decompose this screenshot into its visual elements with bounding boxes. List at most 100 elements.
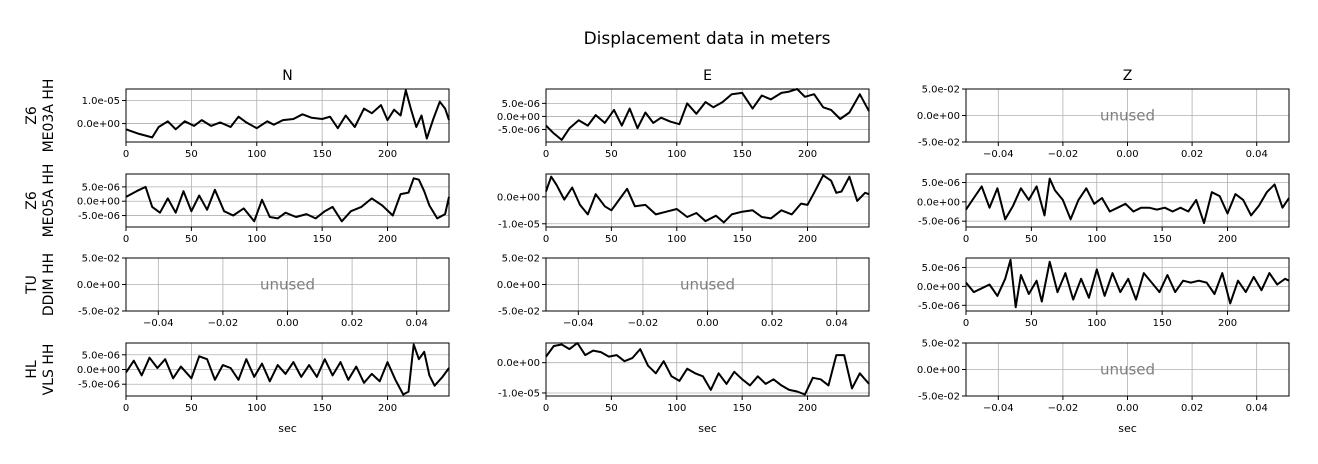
x-tick-label: 0.02 <box>1181 403 1203 414</box>
series-line-r1c2 <box>965 177 1290 225</box>
x-tick-label: −0.02 <box>628 318 659 329</box>
unused-label: unused <box>680 276 735 294</box>
x-tick-label: 0 <box>543 234 549 245</box>
y-tick-label: -1.0e-05 <box>498 388 540 399</box>
x-tick-label: 50 <box>605 403 618 414</box>
x-tick-label: 100 <box>667 403 686 414</box>
x-tick-label: 100 <box>667 234 686 245</box>
axes-frame <box>545 88 870 143</box>
row-label-2-line-0: TU <box>24 275 40 295</box>
x-tick-label: 200 <box>1218 318 1237 329</box>
y-tick-label: 0.0e+00 <box>497 358 540 369</box>
panel-r2c0: unused −0.04 −0.02 0.00 0.02 0.04 5.0e-02 0.0e+… <box>77 254 450 329</box>
x-tick-label: 0 <box>963 318 969 329</box>
y-tick-label: 5.0e-06 <box>502 99 540 110</box>
x-tick-label: 50 <box>605 149 618 160</box>
x-axis-label: sec <box>1118 422 1137 435</box>
y-tick-label: -5.0e-02 <box>918 392 960 403</box>
x-tick-label: −0.02 <box>1048 403 1079 414</box>
x-tick-label: 200 <box>798 234 817 245</box>
unused-label: unused <box>1100 107 1155 125</box>
column-title-e: E <box>703 68 712 84</box>
y-tick-label: 5.0e-02 <box>922 85 960 96</box>
x-tick-label: 100 <box>247 403 266 414</box>
x-tick-label: 150 <box>1153 234 1172 245</box>
row-label-1-line-1: ME05A HH <box>41 164 57 238</box>
column-title-n: N <box>282 68 292 84</box>
y-tick-label: 5.0e-06 <box>82 182 120 193</box>
y-tick-label: 0.0e+00 <box>497 192 540 203</box>
series-line-r1c0 <box>125 177 450 223</box>
y-tick-label: -5.0e-02 <box>498 307 540 318</box>
x-tick-label: 150 <box>313 403 332 414</box>
axes-frame <box>965 173 1290 228</box>
row-label-1-line-0: Z6 <box>24 191 40 210</box>
x-tick-label: −0.02 <box>208 318 239 329</box>
panel-r1c0: 0 50 100 150 200 5.0e-06 0.0e+00 -5.0e-06 <box>77 173 450 245</box>
x-tick-label: 50 <box>605 234 618 245</box>
panel-r2c1: unused −0.04 −0.02 0.00 0.02 0.04 5.0e-02 0.0e+… <box>497 254 870 329</box>
panel-r3c1: 0 50 100 150 200 0.0e+00 -1.0e-05 <box>497 342 870 414</box>
panel-r0c0: 0 50 100 150 200 1.0e-05 0.0e+00 <box>77 88 450 160</box>
panel-r1c2: 0 50 100 150 200 5.0e-06 0.0e+00 -5.0e-06 <box>917 173 1290 245</box>
panel-r2c2: 0 50 100 150 200 5.0e-06 0.0e+00 -5.0e-06 <box>917 257 1290 329</box>
x-tick-label: −0.04 <box>983 403 1014 414</box>
row-label-2-line-1: DDIM HH <box>41 253 57 316</box>
y-tick-label: 0.0e+00 <box>77 280 120 291</box>
x-tick-label: 50 <box>1025 318 1038 329</box>
x-tick-label: 150 <box>733 149 752 160</box>
y-tick-label: 5.0e-02 <box>502 254 540 265</box>
panel-r1c1: 0 50 100 150 200 0.0e+00 -1.0e-05 <box>497 173 870 245</box>
x-tick-label: −0.04 <box>143 318 174 329</box>
x-tick-label: 200 <box>798 149 817 160</box>
series-line-r3c0 <box>125 343 450 396</box>
y-tick-label: 0.0e+00 <box>497 112 540 123</box>
y-tick-label: 5.0e-02 <box>922 339 960 350</box>
x-tick-label: 150 <box>313 234 332 245</box>
x-tick-label: 150 <box>733 234 752 245</box>
x-tick-label: 200 <box>378 149 397 160</box>
x-tick-label: 150 <box>313 149 332 160</box>
y-tick-label: -5.0e-02 <box>78 307 120 318</box>
y-tick-label: 0.0e+00 <box>77 197 120 208</box>
x-tick-label: 200 <box>378 403 397 414</box>
x-tick-label: 150 <box>733 403 752 414</box>
x-tick-label: 50 <box>185 234 198 245</box>
x-tick-label: −0.04 <box>563 318 594 329</box>
y-tick-label: 0.0e+00 <box>917 365 960 376</box>
row-label-0-line-1: ME03A HH <box>41 79 57 153</box>
axes-frame <box>545 173 870 228</box>
series-line-r3c1 <box>545 342 870 396</box>
axes-frame <box>545 342 870 397</box>
y-tick-label: -5.0e-06 <box>498 125 540 136</box>
axes-frame <box>965 257 1290 312</box>
x-tick-label: 100 <box>1087 234 1106 245</box>
y-tick-label: 5.0e-06 <box>922 178 960 189</box>
x-tick-label: 200 <box>378 234 397 245</box>
x-tick-label: 0.00 <box>276 318 298 329</box>
y-tick-label: 0.0e+00 <box>77 119 120 130</box>
x-tick-label: 0 <box>123 234 129 245</box>
series-line-r0c1 <box>545 88 870 141</box>
series-line-r2c2 <box>965 258 1290 309</box>
panel-r3c0: 0 50 100 150 200 5.0e-06 0.0e+00 -5.0e-06 <box>77 342 450 414</box>
y-tick-label: 1.0e-05 <box>82 96 120 107</box>
x-tick-label: 0 <box>963 234 969 245</box>
series-line-r1c1 <box>545 174 870 224</box>
y-tick-label: 0.0e+00 <box>917 111 960 122</box>
x-tick-label: 0.00 <box>696 318 718 329</box>
unused-label: unused <box>1100 361 1155 379</box>
x-tick-label: 0 <box>543 403 549 414</box>
x-tick-label: 100 <box>1087 318 1106 329</box>
column-title-z: Z <box>1123 68 1133 84</box>
x-tick-label: 0 <box>123 403 129 414</box>
y-tick-label: -5.0e-06 <box>78 211 120 222</box>
row-label-3-line-1: VLS HH <box>41 344 57 396</box>
x-tick-label: 0.02 <box>761 318 783 329</box>
x-tick-label: −0.02 <box>1048 149 1079 160</box>
axes-frame <box>125 88 450 143</box>
y-tick-label: -5.0e-06 <box>78 380 120 391</box>
axes-frame <box>125 173 450 228</box>
x-tick-label: 100 <box>247 149 266 160</box>
